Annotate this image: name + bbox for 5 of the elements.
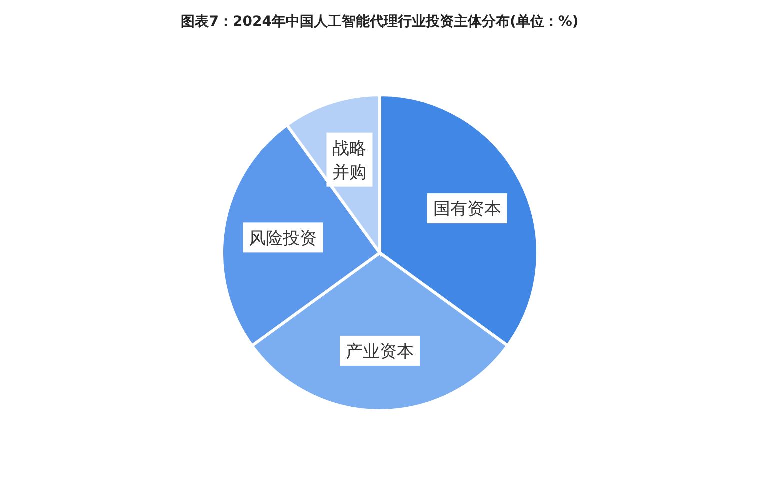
- slice-label: 产业资本: [346, 342, 414, 362]
- slice-label: 战略并购: [332, 138, 367, 183]
- slice-label: 国有资本: [433, 200, 502, 220]
- chart-title: 图表7：2024年中国人工智能代理行业投资主体分布(单位：%): [181, 13, 579, 30]
- slice-label: 风险投资: [249, 228, 318, 249]
